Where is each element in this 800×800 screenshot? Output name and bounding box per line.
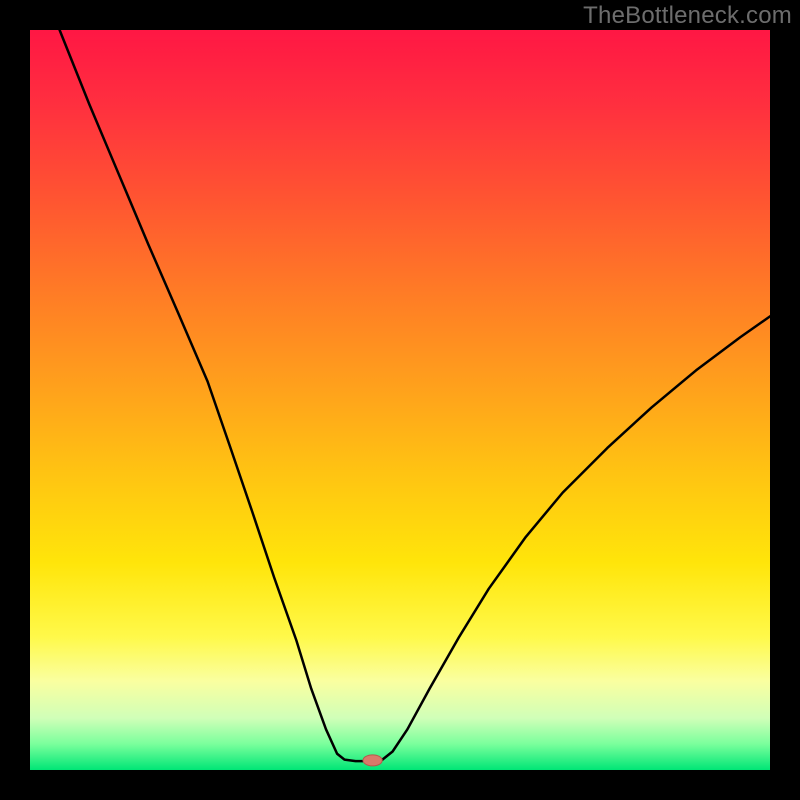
- chart-container: TheBottleneck.com: [0, 0, 800, 800]
- bottleneck-chart: [0, 0, 800, 800]
- watermark-text: TheBottleneck.com: [583, 2, 792, 30]
- optimal-point-marker: [363, 755, 382, 766]
